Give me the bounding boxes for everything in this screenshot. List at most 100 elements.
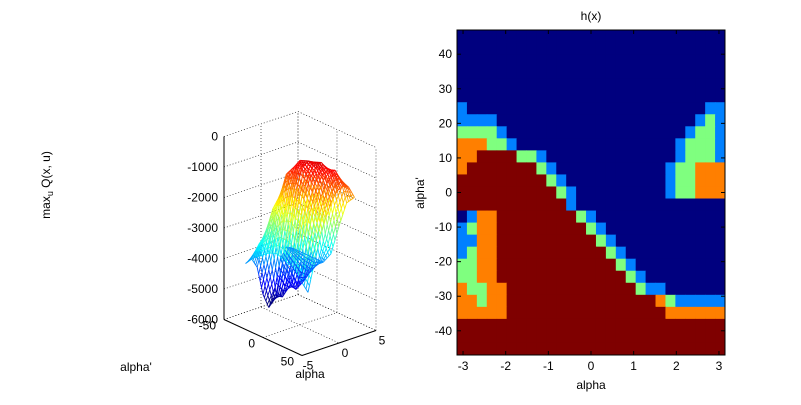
heatmap-cell [497, 271, 507, 284]
surface-mesh-segment [272, 279, 274, 285]
surface-mesh-segment [338, 207, 339, 214]
heatmap-cell [596, 78, 606, 91]
heatmap-cell [626, 90, 636, 103]
heatmap-cell [507, 211, 517, 224]
heatmap-cell [526, 90, 536, 103]
heatmap-cell [556, 102, 566, 115]
surface-mesh-segment [267, 253, 269, 254]
heatmap-cell [566, 78, 576, 91]
heatmap-cell [606, 66, 616, 79]
heatmap-cell [536, 126, 546, 139]
surface-mesh-segment [339, 214, 340, 221]
heatmap-cell [705, 235, 715, 248]
heatmap-cell [675, 283, 685, 296]
heatmap-cell [646, 211, 656, 224]
heatmap-cell [497, 186, 507, 199]
surface-mesh-segment [283, 231, 285, 244]
heatmap-cell [586, 114, 596, 127]
heatmap-cell [487, 30, 497, 43]
heatmap-cell [715, 102, 725, 115]
heatmap-cell [596, 66, 606, 79]
heatmap-cell [616, 211, 626, 224]
heatmap-cell [566, 162, 576, 175]
heatmap-cell [507, 162, 517, 175]
heatmap-cell [457, 30, 467, 43]
surface-mesh-segment [330, 228, 332, 236]
heatmap-cell [606, 307, 616, 320]
heatmap-cell [487, 90, 497, 103]
heatmap-cell [685, 114, 695, 127]
heatmap-cell [596, 271, 606, 284]
heatmap-cell [596, 150, 606, 163]
surface-mesh-segment [269, 296, 271, 300]
heatmap-cell [695, 199, 705, 212]
heatmap-cell [487, 235, 497, 248]
surface-mesh-segment [339, 208, 341, 214]
heatmap-cell [675, 235, 685, 248]
surface-mesh-segment [327, 231, 329, 239]
heatmap-cell [705, 174, 715, 187]
heatmap-cell [715, 319, 725, 332]
heatmap-cell [507, 319, 517, 332]
heatmap-cell [656, 319, 666, 332]
heatmap-cell [477, 331, 487, 344]
heatmap-cell [665, 114, 675, 127]
heatmap-cell [457, 150, 467, 163]
heatmap-cell [477, 343, 487, 356]
heatmap-cell [556, 186, 566, 199]
surface-mesh-segment [332, 234, 334, 241]
heatmap-cell [517, 54, 527, 67]
heatmap-cell [477, 271, 487, 284]
heatmap-cell [616, 186, 626, 199]
heatmap-cell [477, 223, 487, 236]
surface-mesh-segment [349, 195, 351, 196]
heatmap-ylabel: alpha' [413, 177, 427, 209]
heatmap-cell [695, 30, 705, 43]
heatmap-cell [457, 271, 467, 284]
heatmap-cell [665, 295, 675, 308]
surface-mesh-segment [335, 233, 337, 240]
heatmap-cell [665, 186, 675, 199]
surface-mesh-segment [333, 240, 335, 247]
heatmap-cell [596, 102, 606, 115]
heatmap-cell [526, 174, 536, 187]
surface-mesh-segment [318, 248, 319, 256]
heatmap-cell [556, 150, 566, 163]
heatmap-cell [487, 259, 497, 272]
heatmap-cell [616, 343, 626, 356]
surface-mesh-segment [351, 195, 353, 196]
heatmap-cell [546, 54, 556, 67]
heatmap-cell [626, 259, 636, 272]
heatmap-cell [675, 307, 685, 320]
heatmap-cell [606, 54, 616, 67]
heatmap-cell [576, 150, 586, 163]
heatmap-cell [586, 126, 596, 139]
heatmap-cell [546, 186, 556, 199]
heatmap-cell [715, 174, 725, 187]
heatmap-cell [457, 259, 467, 272]
heatmap-cell [626, 295, 636, 308]
heatmap-cell [526, 126, 536, 139]
heatmap-cell [685, 138, 695, 151]
heatmap-cell [636, 138, 646, 151]
surface-mesh-segment [342, 192, 344, 197]
heatmap-cell [695, 54, 705, 67]
surface-mesh-segment [270, 270, 272, 277]
heatmap-cell [457, 114, 467, 127]
heatmap-cell [586, 223, 596, 236]
heatmap-ytick-label: -20 [435, 255, 453, 269]
heatmap-cell [656, 283, 666, 296]
heatmap-cell [636, 102, 646, 115]
surface-mesh-segment [318, 201, 319, 207]
heatmap-cell [526, 138, 536, 151]
heatmap-cell [497, 223, 507, 236]
heatmap-cell [685, 343, 695, 356]
heatmap-cell [596, 90, 606, 103]
heatmap-cell [517, 186, 527, 199]
heatmap-cell [517, 66, 527, 79]
heatmap-ytick-label: -30 [435, 289, 453, 303]
heatmap-cell [497, 162, 507, 175]
heatmap-cell [646, 319, 656, 332]
heatmap-cell [467, 259, 477, 272]
heatmap-cell [517, 126, 527, 139]
